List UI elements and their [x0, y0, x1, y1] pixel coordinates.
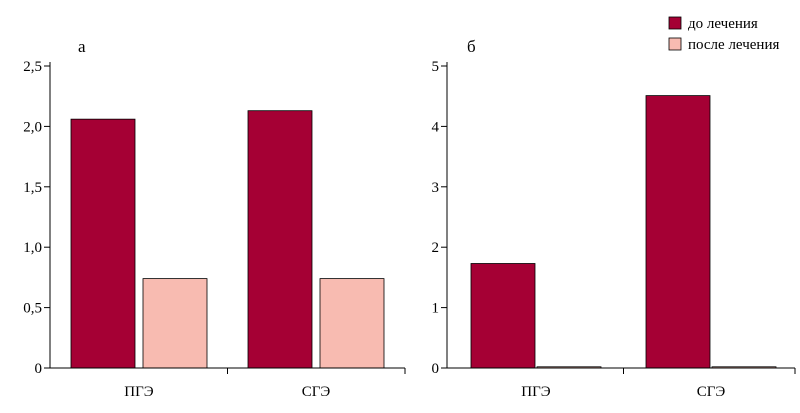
- x-category-label: СГЭ: [697, 384, 726, 400]
- panel-label: б: [467, 37, 476, 56]
- x-category-label: СГЭ: [302, 384, 331, 400]
- legend-swatch-before: [668, 16, 682, 30]
- bar-after-СГЭ: [319, 278, 385, 369]
- y-tick-label: 3: [432, 180, 440, 196]
- y-tick-label: 0: [432, 361, 440, 377]
- y-tick-label: 2,5: [23, 59, 42, 75]
- bar-before-ПГЭ: [470, 263, 536, 369]
- panel-label: а: [78, 37, 86, 56]
- y-tick-label: 5: [432, 59, 440, 75]
- x-category-label: ПГЭ: [521, 384, 551, 400]
- y-tick-label: 1: [432, 301, 440, 317]
- y-tick-label: 2,0: [23, 119, 42, 135]
- panel-b: б 0 1 2 3 4 5 ПГЭ СГЭ: [432, 37, 796, 400]
- bar-before-СГЭ: [645, 95, 711, 369]
- legend-swatch-after: [668, 37, 682, 51]
- panel-a: а 0 0,5 1,0 1,5 2,0 2,5 ПГЭ СГЭ: [23, 37, 406, 400]
- legend: до лечения после лечения: [668, 16, 779, 53]
- y-tick-label: 0: [35, 361, 43, 377]
- x-category-label: ПГЭ: [124, 384, 154, 400]
- legend-label-before: до лечения: [688, 16, 758, 32]
- y-tick-label: 4: [432, 119, 440, 135]
- bar-before-СГЭ: [247, 110, 313, 369]
- y-tick-label: 2: [432, 240, 440, 256]
- y-tick-label: 0,5: [23, 301, 42, 317]
- bar-after-ПГЭ: [142, 278, 208, 369]
- y-tick-label: 1,0: [23, 240, 42, 256]
- legend-label-after: после лечения: [688, 37, 779, 53]
- bar-before-ПГЭ: [70, 118, 136, 369]
- y-tick-label: 1,5: [23, 180, 42, 196]
